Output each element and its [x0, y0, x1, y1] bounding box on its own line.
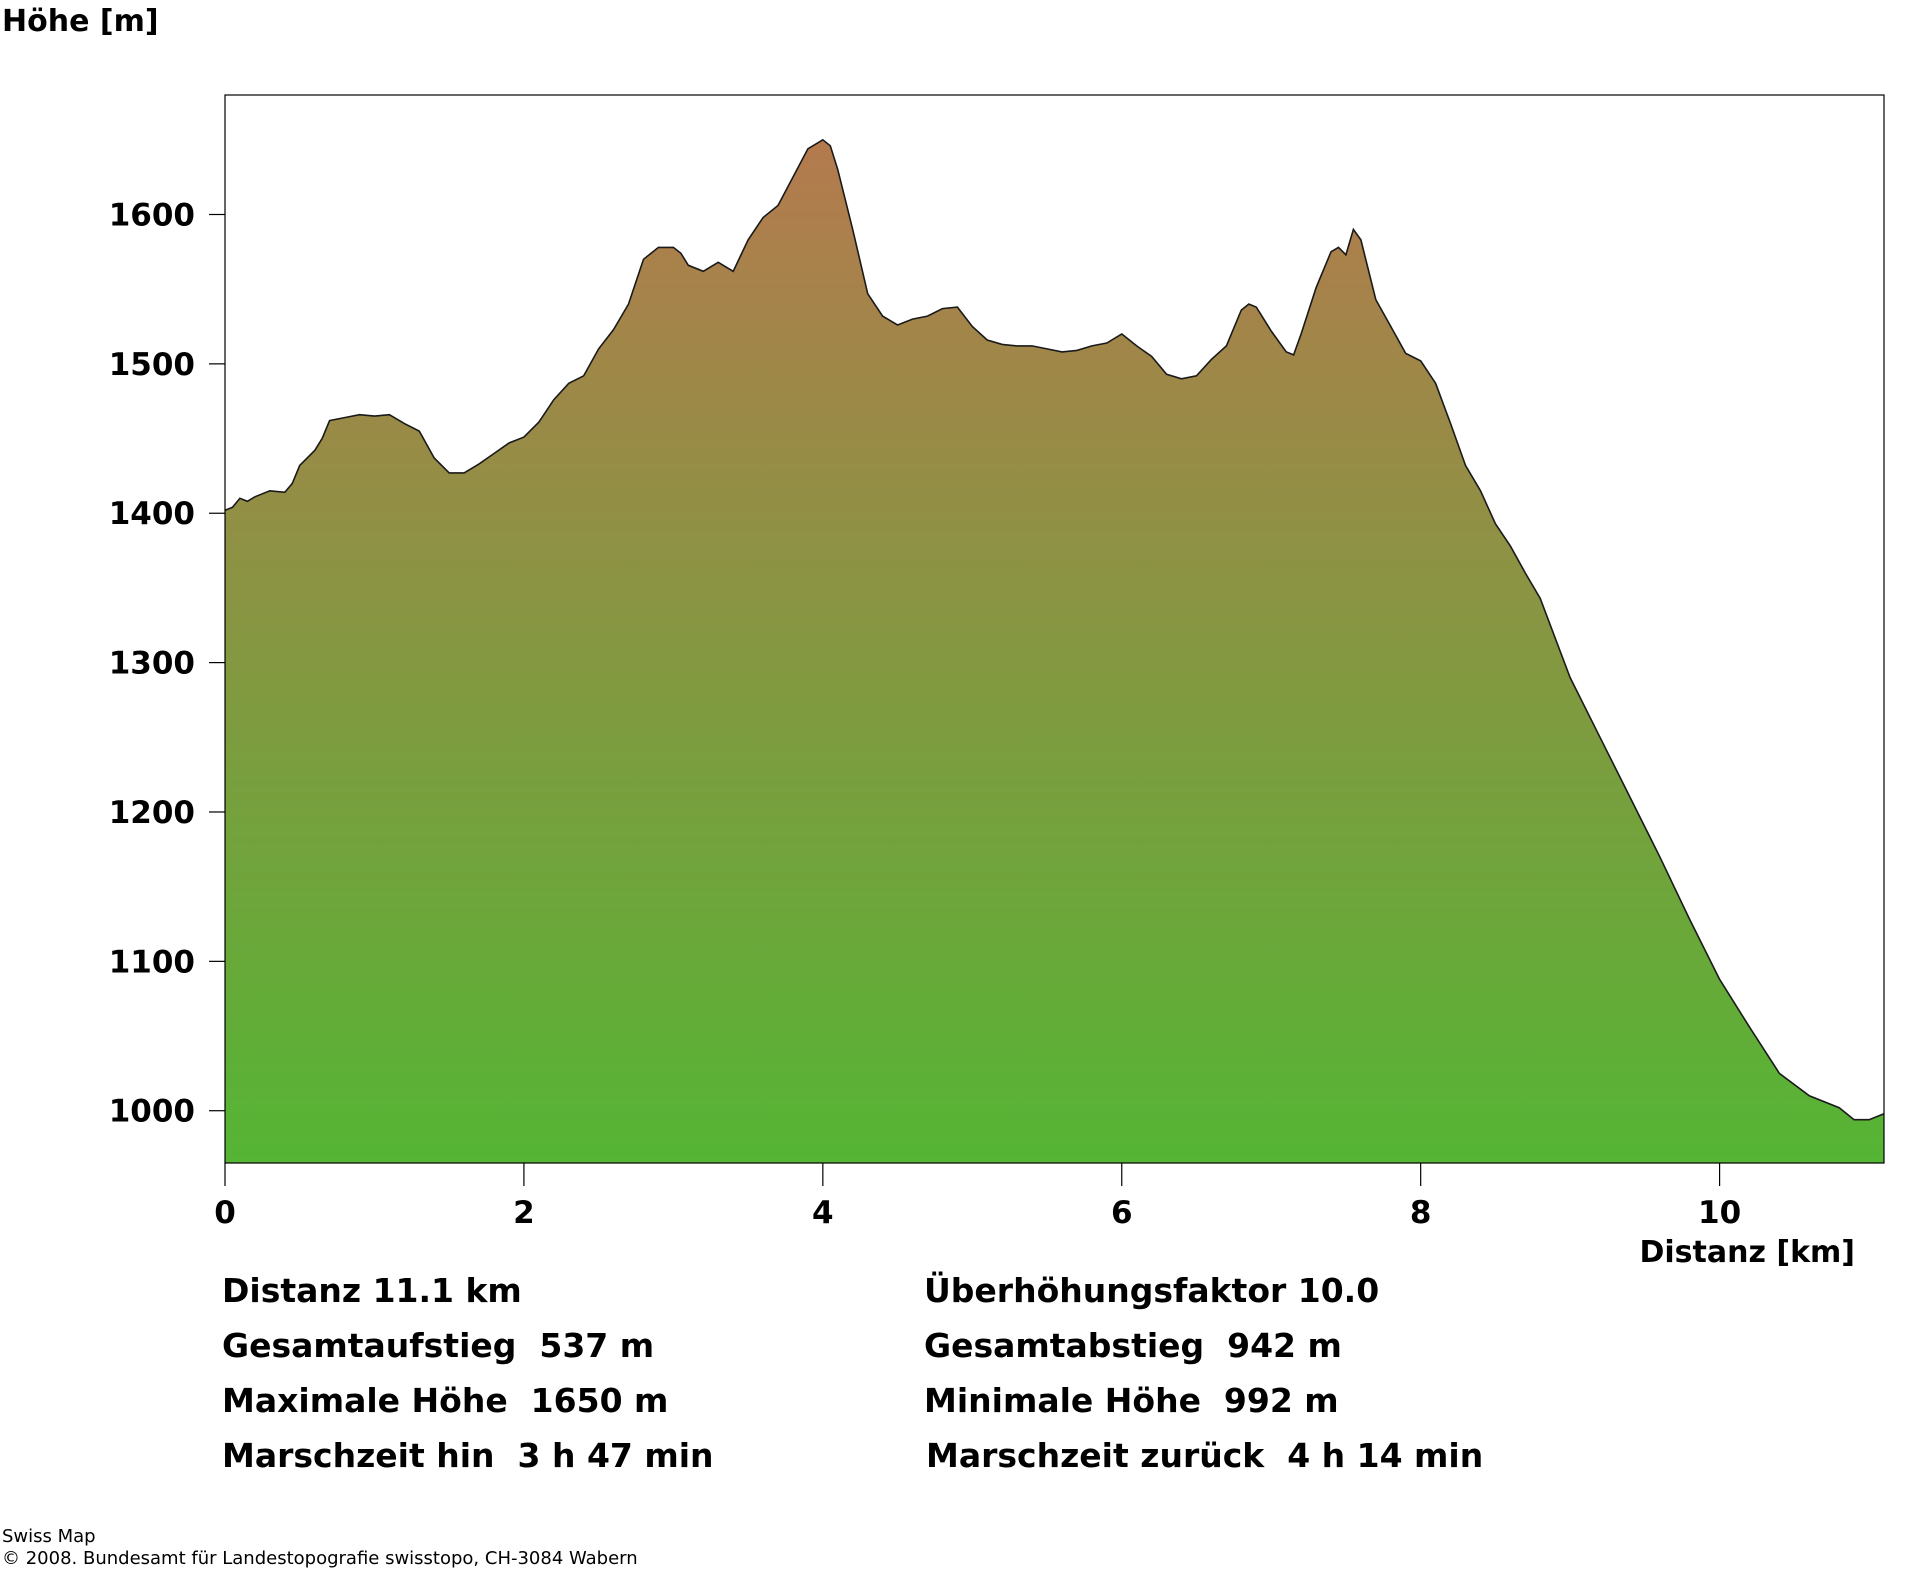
stat-max-height: Maximale Höhe 1650 m: [222, 1381, 669, 1420]
x-tick-label: 10: [1698, 1195, 1741, 1231]
credit-copyright: © 2008. Bundesamt für Landestopografie s…: [2, 1548, 638, 1569]
x-axis: 0 2 4 6 8 10: [214, 1163, 1741, 1231]
x-tick-label: 4: [812, 1195, 834, 1231]
stat-distance: Distanz 11.1 km: [222, 1271, 522, 1310]
stat-ascent: Gesamtaufstieg 537 m: [222, 1326, 655, 1365]
y-tick-label: 1500: [109, 347, 195, 383]
stat-min-height: Minimale Höhe 992 m: [924, 1381, 1339, 1420]
y-axis-label: Höhe [m]: [2, 4, 159, 39]
y-tick-label: 1000: [109, 1094, 195, 1130]
x-tick-label: 0: [214, 1195, 236, 1231]
stat-time-back: Marschzeit zurück 4 h 14 min: [926, 1436, 1484, 1475]
elevation-area: [225, 139, 1884, 1164]
y-tick-label: 1200: [109, 795, 195, 831]
stat-time-there: Marschzeit hin 3 h 47 min: [222, 1436, 714, 1475]
x-tick-label: 2: [513, 1195, 535, 1231]
y-tick-label: 1300: [109, 646, 195, 682]
stat-exaggeration: Überhöhungsfaktor 10.0: [924, 1271, 1380, 1310]
credit-title: Swiss Map: [2, 1526, 96, 1547]
elevation-line: [224, 138, 1885, 1121]
plot-frame: [224, 94, 1885, 1164]
x-axis-label: Distanz [km]: [1639, 1235, 1855, 1270]
x-tick-label: 6: [1111, 1195, 1133, 1231]
y-tick-label: 1100: [109, 944, 195, 980]
y-axis: 1000 1100 1200 1300 1400 1500 1600: [109, 197, 225, 1130]
y-tick-label: 1400: [109, 496, 195, 532]
stat-descent: Gesamtabstieg 942 m: [924, 1326, 1342, 1365]
y-tick-label: 1600: [109, 197, 195, 233]
x-tick-label: 8: [1410, 1195, 1432, 1231]
